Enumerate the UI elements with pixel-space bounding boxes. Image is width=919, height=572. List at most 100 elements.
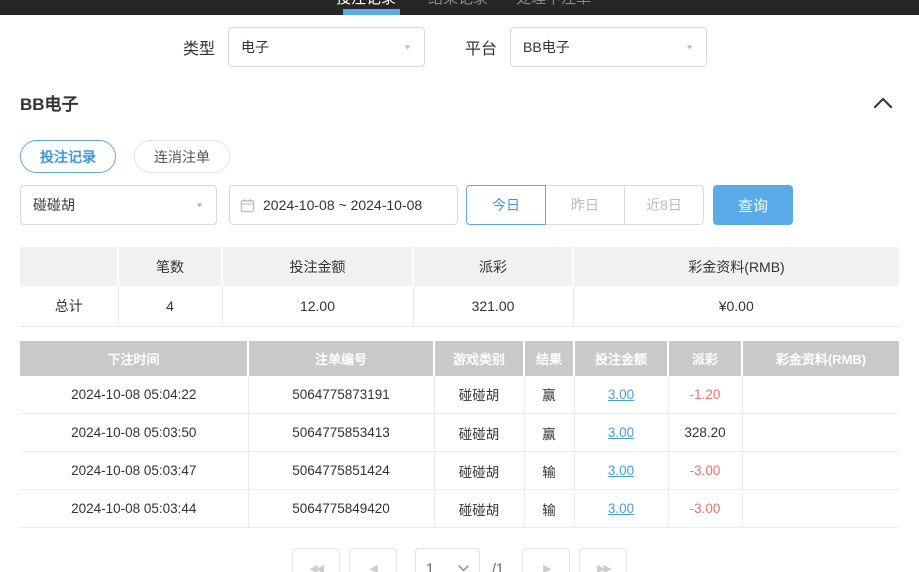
- game-type: 碰碰胡: [434, 413, 525, 452]
- query-filter-row: 碰碰胡 ▼ 2024-10-08 ~ 2024-10-08 今日 昨日 近8日 …: [20, 185, 899, 225]
- result: 输: [524, 489, 575, 528]
- order-id: 5064775851424: [248, 451, 435, 490]
- summary-total-label: 总计: [20, 286, 119, 327]
- double-chevron-left-icon: ◀◀: [309, 562, 324, 572]
- order-id: 5064775873191: [248, 375, 435, 414]
- bet-time: 2024-10-08 05:03:44: [20, 489, 249, 528]
- page-total: /1: [492, 560, 504, 572]
- bet-time: 2024-10-08 05:03:50: [20, 413, 249, 452]
- bonus: [742, 489, 899, 528]
- summary-header-blank: [20, 247, 119, 286]
- top-navigation: 投注记录 结果记录 处理中注单: [0, 0, 919, 15]
- result: 输: [524, 451, 575, 490]
- summary-payout-value: 321.00: [413, 286, 574, 327]
- quick-range-buttons: 今日 昨日 近8日: [466, 185, 704, 225]
- chevron-left-icon: ◀: [369, 562, 378, 572]
- platform-section-header: BB电子: [20, 90, 899, 115]
- summary-header-payout: 派彩: [413, 247, 574, 286]
- bet-time: 2024-10-08 05:04:22: [20, 375, 249, 414]
- tab-result-records[interactable]: 结果记录: [428, 0, 488, 7]
- bet-time: 2024-10-08 05:03:47: [20, 451, 249, 490]
- page-select-value: 1: [426, 560, 434, 572]
- bet-table-header-row: 下注时间 注单编号 游戏类别 结果 投注金额 派彩 彩金资料(RMB): [20, 340, 899, 376]
- last-page-button[interactable]: ▶▶: [579, 548, 628, 572]
- summary-table: 笔数 投注金额 派彩 彩金资料(RMB) 总计 4 12.00 321.00 ¥…: [20, 247, 899, 327]
- type-select-value: 电子: [241, 39, 270, 55]
- tab-bet-records[interactable]: 投注记录: [336, 0, 396, 7]
- record-type-tabs: 投注记录 连消注单: [20, 140, 899, 173]
- last8days-button[interactable]: 近8日: [625, 185, 704, 225]
- section-title: BB电子: [20, 95, 79, 114]
- payout: -3.00: [668, 489, 743, 528]
- summary-header-bonus: 彩金资料(RMB): [573, 247, 899, 286]
- bonus: [742, 451, 899, 490]
- summary-header-bet-amount: 投注金额: [222, 247, 414, 286]
- bet-amount-link[interactable]: 3.00: [607, 463, 635, 478]
- header-game-type: 游戏类别: [434, 340, 525, 376]
- payout: -3.00: [668, 451, 743, 490]
- chevron-down-icon: ▼: [685, 43, 695, 51]
- bet-amount-link[interactable]: 3.00: [607, 425, 635, 440]
- table-row: 2024-10-08 05:03:47 5064775851424 碰碰胡 输 …: [20, 451, 899, 490]
- page-select[interactable]: 1: [415, 548, 481, 572]
- tab-bet-records-pill[interactable]: 投注记录: [20, 140, 116, 173]
- bet-records-table: 下注时间 注单编号 游戏类别 结果 投注金额 派彩 彩金资料(RMB) 2024…: [20, 340, 899, 528]
- date-range-value: 2024-10-08 ~ 2024-10-08: [263, 197, 423, 213]
- summary-bonus-value: ¥0.00: [573, 286, 899, 327]
- bet-amount-link[interactable]: 3.00: [607, 386, 635, 402]
- chevron-down-icon: ▼: [403, 43, 413, 51]
- summary-header-count: 笔数: [118, 247, 223, 286]
- platform-select-value: BB电子: [523, 39, 570, 55]
- bet-amount-link[interactable]: 3.00: [607, 501, 635, 516]
- payout: 328.20: [668, 413, 743, 452]
- header-order-id: 注单编号: [248, 340, 435, 376]
- bonus: [742, 375, 899, 414]
- payout: -1.20: [668, 375, 743, 414]
- date-range-picker[interactable]: 2024-10-08 ~ 2024-10-08: [229, 185, 458, 225]
- header-result: 结果: [524, 340, 575, 376]
- first-page-button[interactable]: ◀◀: [291, 548, 340, 572]
- next-page-button[interactable]: ▶: [522, 548, 571, 572]
- table-row: 2024-10-08 05:03:44 5064775849420 碰碰胡 输 …: [20, 489, 899, 528]
- header-payout: 派彩: [668, 340, 743, 376]
- type-label: 类型: [183, 41, 216, 58]
- today-button[interactable]: 今日: [466, 185, 546, 225]
- prev-page-button[interactable]: ◀: [348, 548, 397, 572]
- header-bonus: 彩金资料(RMB): [742, 340, 899, 376]
- pagination: ◀◀ ◀ 1 /1 ▶ ▶▶: [20, 548, 899, 572]
- platform-select[interactable]: BB电子 ▼: [510, 27, 708, 67]
- collapse-section-button[interactable]: [873, 97, 893, 109]
- search-button[interactable]: 查询: [713, 185, 793, 225]
- chevron-down-icon: [458, 564, 469, 571]
- type-platform-filter-row: 类型 电子 ▼ 平台 BB电子 ▼: [20, 27, 899, 67]
- type-select[interactable]: 电子 ▼: [228, 27, 426, 67]
- result: 赢: [524, 413, 575, 452]
- game-select[interactable]: 碰碰胡 ▼: [20, 185, 217, 225]
- calendar-icon: [240, 198, 255, 212]
- game-type: 碰碰胡: [434, 489, 525, 528]
- active-tab-indicator: [343, 9, 400, 15]
- game-type: 碰碰胡: [434, 375, 525, 414]
- bonus: [742, 413, 899, 452]
- table-row: 2024-10-08 05:04:22 5064775873191 碰碰胡 赢 …: [20, 375, 899, 414]
- tab-processing-orders[interactable]: 处理中注单: [516, 0, 591, 7]
- chevron-down-icon: ▼: [195, 201, 204, 209]
- chevron-up-icon: [873, 97, 893, 108]
- chevron-right-icon: ▶: [543, 562, 552, 572]
- summary-total-row: 总计 4 12.00 321.00 ¥0.00: [20, 286, 899, 327]
- order-id: 5064775853413: [248, 413, 435, 452]
- summary-header-row: 笔数 投注金额 派彩 彩金资料(RMB): [20, 247, 899, 286]
- result: 赢: [524, 375, 575, 414]
- header-bet-time: 下注时间: [20, 340, 249, 376]
- header-bet-amount: 投注金额: [574, 340, 669, 376]
- yesterday-button[interactable]: 昨日: [546, 185, 625, 225]
- order-id: 5064775849420: [248, 489, 435, 528]
- tab-cancel-orders-pill[interactable]: 连消注单: [134, 140, 230, 173]
- summary-count-value: 4: [118, 286, 223, 327]
- table-row: 2024-10-08 05:03:50 5064775853413 碰碰胡 赢 …: [20, 413, 899, 452]
- game-type: 碰碰胡: [434, 451, 525, 490]
- platform-label: 平台: [465, 41, 498, 58]
- summary-bet-amount-value: 12.00: [222, 286, 414, 327]
- game-select-value: 碰碰胡: [33, 197, 75, 213]
- double-chevron-right-icon: ▶▶: [596, 562, 612, 572]
